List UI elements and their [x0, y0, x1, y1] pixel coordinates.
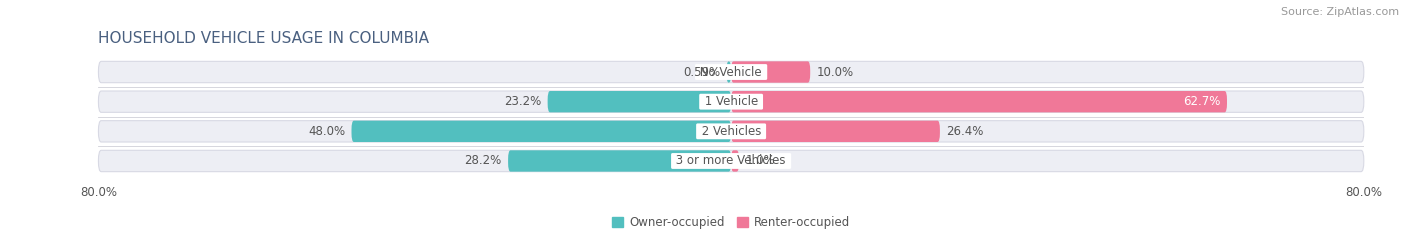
Text: 3 or more Vehicles: 3 or more Vehicles — [672, 154, 790, 168]
FancyBboxPatch shape — [98, 91, 1364, 112]
Text: 28.2%: 28.2% — [464, 154, 502, 168]
Legend: Owner-occupied, Renter-occupied: Owner-occupied, Renter-occupied — [607, 211, 855, 233]
Text: No Vehicle: No Vehicle — [696, 65, 766, 79]
Text: Source: ZipAtlas.com: Source: ZipAtlas.com — [1281, 7, 1399, 17]
Text: 2 Vehicles: 2 Vehicles — [697, 125, 765, 138]
FancyBboxPatch shape — [727, 61, 731, 83]
FancyBboxPatch shape — [731, 121, 939, 142]
Text: 1 Vehicle: 1 Vehicle — [700, 95, 762, 108]
Text: 10.0%: 10.0% — [817, 65, 853, 79]
Text: HOUSEHOLD VEHICLE USAGE IN COLUMBIA: HOUSEHOLD VEHICLE USAGE IN COLUMBIA — [98, 31, 429, 46]
FancyBboxPatch shape — [547, 91, 731, 112]
Text: 48.0%: 48.0% — [308, 125, 344, 138]
FancyBboxPatch shape — [731, 91, 1227, 112]
Text: 26.4%: 26.4% — [946, 125, 984, 138]
Text: 0.59%: 0.59% — [683, 65, 720, 79]
FancyBboxPatch shape — [508, 150, 731, 172]
Text: 1.0%: 1.0% — [745, 154, 775, 168]
FancyBboxPatch shape — [731, 61, 810, 83]
Text: 62.7%: 62.7% — [1184, 95, 1220, 108]
FancyBboxPatch shape — [98, 121, 1364, 142]
Text: 23.2%: 23.2% — [505, 95, 541, 108]
FancyBboxPatch shape — [98, 61, 1364, 83]
FancyBboxPatch shape — [98, 150, 1364, 172]
FancyBboxPatch shape — [352, 121, 731, 142]
FancyBboxPatch shape — [731, 150, 740, 172]
